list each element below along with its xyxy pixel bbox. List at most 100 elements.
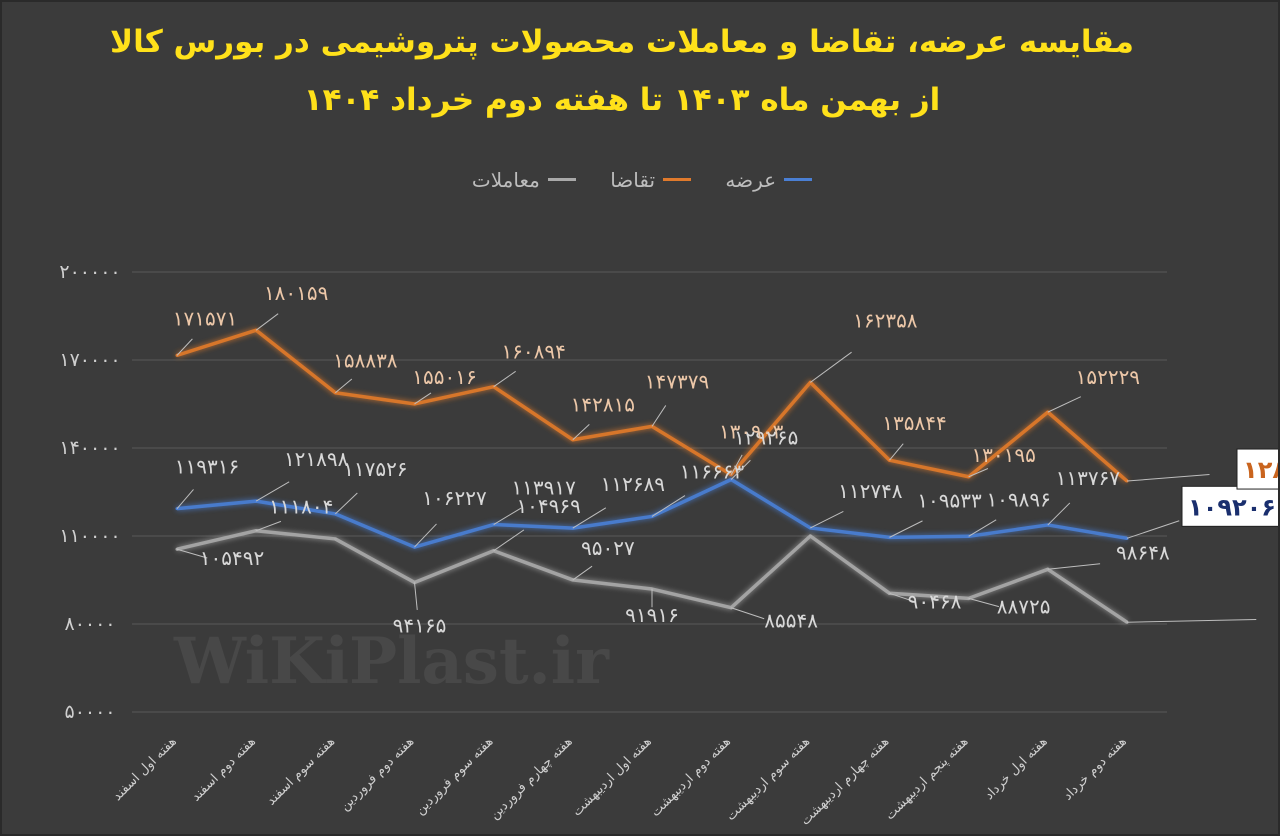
- x-tick-label: هفته دوم اسفند: [189, 734, 259, 804]
- leader-line: [572, 565, 593, 581]
- data-label: ۹۱۹۱۶: [625, 603, 679, 627]
- data-label: ۱۶۲۳۵۸: [853, 308, 918, 332]
- data-label: ۱۰۹۵۳۳: [917, 488, 982, 512]
- leader-line: [1047, 563, 1101, 570]
- data-label: ۱۱۱۸۰۴: [269, 495, 333, 519]
- leader-line: [1126, 618, 1257, 623]
- data-label: ۱۱۶۶۶۳: [680, 459, 745, 483]
- x-tick-label: هفته دوم فروردین: [337, 734, 417, 814]
- leader-line: [1126, 520, 1180, 539]
- leader-line: [1126, 473, 1210, 482]
- leader-line: [968, 519, 997, 537]
- leader-line: [255, 481, 290, 502]
- x-tick-label: هفته چهارم فروردین: [487, 734, 576, 823]
- x-tick-label: هفته سوم اردیبهشت: [723, 734, 813, 824]
- legend-item-supply: عرضه: [725, 168, 813, 192]
- leader-line: [335, 378, 353, 394]
- leader-line: [493, 529, 525, 552]
- leader-line: [968, 468, 989, 478]
- data-label: ۱۱۳۷۶۷: [1056, 466, 1121, 490]
- leader-line: [414, 392, 432, 405]
- leader-line: [255, 313, 279, 331]
- chart-subtitle: از بهمن ماه ۱۴۰۳ تا هفته دوم خرداد ۱۴۰۴: [303, 82, 941, 118]
- data-label: ۱۷۱۵۷۱: [173, 306, 237, 330]
- data-label: ۱۵۵۰۱۶: [412, 365, 476, 389]
- data-label: ۱۵۸۸۳۸: [333, 349, 398, 373]
- leader-line: [493, 370, 516, 388]
- data-label: ۱۰۹۸۹۶: [986, 487, 1050, 511]
- leader-line: [889, 592, 915, 603]
- x-tick-label: هفته دوم خرداد: [1060, 734, 1129, 803]
- y-tick-label: ۵۰۰۰۰: [64, 701, 115, 723]
- x-tick-label: هفته اول اردیبهشت: [570, 734, 655, 819]
- leader-line: [651, 495, 686, 517]
- y-tick-label: ۱۴۰۰۰۰: [59, 437, 120, 459]
- data-label: ۱۰۴۹۶۹: [516, 494, 580, 518]
- y-tick-label: ۸۰۰۰۰: [64, 613, 115, 635]
- x-tick-label: هفته پنجم اردیبهشت: [883, 734, 972, 823]
- leader-line: [968, 597, 1000, 608]
- data-label: ۱۱۲۷۴۸: [838, 479, 903, 503]
- leader-line: [731, 607, 765, 620]
- x-tick-label: هفته چهارم اردیبهشت: [798, 734, 892, 828]
- data-label: ۱۳۰۹۰۳: [719, 420, 784, 444]
- leader-line: [493, 507, 522, 525]
- end-label-box: [1181, 485, 1278, 527]
- leader-line: [572, 423, 590, 441]
- end-value-label: ۱۲۸۷۳۳: [1243, 456, 1278, 484]
- leader-line: [334, 492, 358, 515]
- leader-line: [889, 443, 904, 461]
- leader-line: [414, 582, 418, 610]
- data-label: ۱۰۵۴۹۲: [200, 546, 264, 570]
- end-label-box: [1236, 448, 1278, 490]
- leader-line: [1047, 502, 1071, 526]
- x-tick-label: هفته سوم اسفند: [264, 734, 338, 808]
- data-point: [333, 537, 337, 541]
- leader-line: [730, 459, 751, 480]
- data-label: ۱۴۲۸۱۵: [571, 393, 635, 417]
- y-tick-label: ۱۱۰۰۰۰: [59, 525, 120, 547]
- leader-line: [176, 548, 208, 559]
- legend-label-demand: تقاضا: [610, 167, 656, 192]
- data-label: ۱۱۲۶۸۹: [601, 472, 665, 496]
- leader-line: [810, 351, 852, 383]
- leader-line: [651, 405, 667, 427]
- end-value-label: ۱۰۹۲۰۶: [1188, 493, 1276, 521]
- data-label: ۱۵۲۲۲۹: [1076, 365, 1140, 389]
- data-label: ۸۵۵۴۸: [764, 609, 818, 633]
- data-label: ۹۰۴۶۸: [908, 589, 962, 613]
- x-tick-label: هفته دوم اردیبهشت: [648, 734, 734, 820]
- x-tick-label: هفته اول خرداد: [982, 734, 1051, 803]
- data-label: ۹۸۶۴۸: [1116, 540, 1170, 564]
- leader-line: [1047, 396, 1082, 413]
- x-tick-label: هفته اول اسفند: [110, 734, 180, 804]
- data-label: ۱۱۹۳۱۶: [175, 455, 239, 479]
- x-tick-label: هفته سوم فروردین: [413, 734, 497, 818]
- legend-swatch-demand: [663, 178, 692, 181]
- data-label: ۱۰۶۲۲۷: [422, 486, 487, 510]
- data-label: ۱۴۷۳۷۹: [645, 369, 709, 393]
- data-point: [808, 534, 812, 538]
- leader-line: [255, 520, 282, 532]
- leader-line: [176, 338, 193, 356]
- leader-line: [414, 523, 437, 548]
- data-label: ۱۶۰۸۹۴: [501, 340, 565, 364]
- y-tick-label: ۱۷۰۰۰۰: [59, 349, 120, 371]
- leader-line: [730, 454, 743, 475]
- data-label: ۸۸۷۲۵: [997, 594, 1051, 618]
- legend: عرضه تقاضا معاملات: [2, 162, 1280, 192]
- y-tick-label: ۲۰۰۰۰۰: [59, 261, 120, 283]
- legend-label-trades: معاملات: [471, 167, 540, 192]
- leader-line: [889, 520, 923, 538]
- data-label: ۱۲۹۲۶۵: [734, 425, 798, 449]
- watermark: WiKiPlast.ir: [174, 624, 609, 699]
- chart-title: مقایسه عرضه، تقاضا و معاملات محصولات پتر…: [109, 24, 1134, 60]
- data-label: ۱۳۵۸۴۴: [882, 411, 946, 435]
- legend-swatch-trades: [547, 178, 576, 181]
- data-label: ۱۱۳۹۱۷: [511, 476, 576, 500]
- data-label: ۱۸۰۱۵۹: [264, 281, 328, 305]
- legend-swatch-supply: [784, 178, 813, 181]
- leader-line: [810, 510, 844, 529]
